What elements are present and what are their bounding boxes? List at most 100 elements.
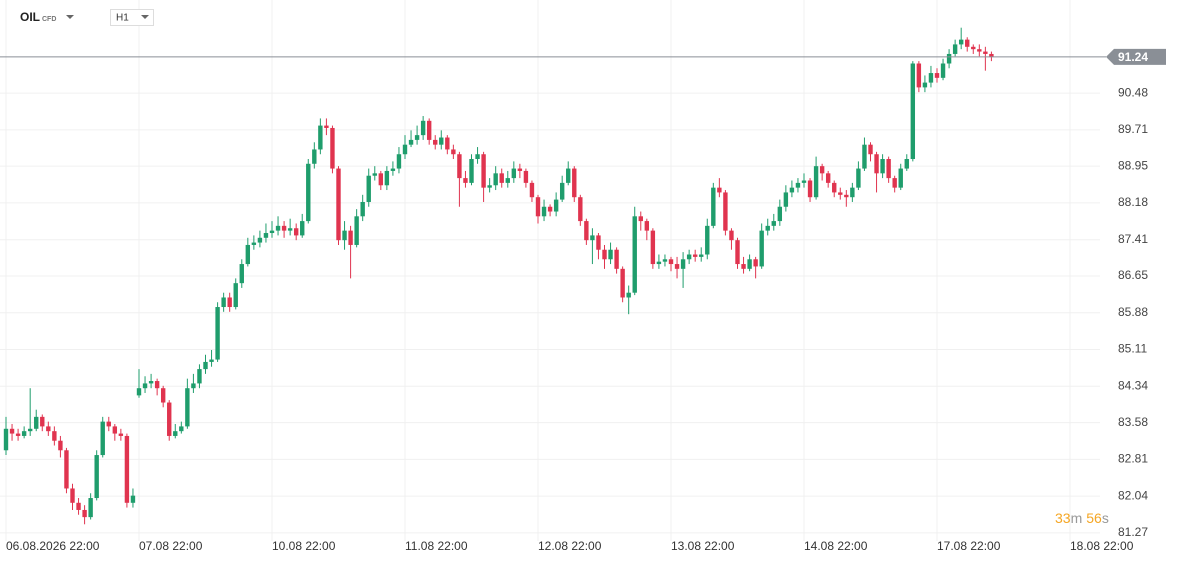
candle-body — [70, 488, 75, 503]
candle-body — [457, 154, 462, 179]
candle-body — [251, 242, 257, 245]
candle-body — [209, 359, 214, 362]
candle-body — [946, 53, 952, 64]
candle-body — [940, 63, 946, 78]
candle-body — [559, 182, 565, 200]
candle-body — [257, 237, 263, 243]
candle-body — [717, 187, 722, 193]
candle-body — [499, 173, 504, 183]
candle-body — [64, 450, 69, 489]
x-tick-label: 07.08 22:00 — [139, 539, 203, 553]
candle-body — [699, 254, 704, 257]
candle-body — [928, 73, 934, 83]
candle-body — [874, 154, 879, 174]
candle-body — [148, 381, 154, 384]
candle-body — [215, 307, 220, 360]
candle-body — [777, 206, 783, 222]
candle-body — [336, 168, 341, 241]
candle-body — [493, 173, 498, 186]
candle-body — [578, 197, 583, 222]
symbol[interactable]: OIL — [20, 10, 40, 24]
candle-body — [76, 502, 81, 510]
interval-dropdown[interactable] — [141, 15, 149, 19]
candle-body — [789, 187, 795, 193]
candle-body — [306, 163, 311, 222]
candle-body — [614, 249, 619, 269]
candle-body — [82, 509, 87, 518]
candle-body — [275, 225, 281, 231]
candle-body — [668, 259, 674, 265]
candle-body — [892, 178, 897, 188]
candle-body — [971, 46, 976, 50]
countdown: 33m 56s — [1055, 510, 1109, 526]
candle-body — [686, 254, 692, 260]
candle-body — [475, 154, 480, 160]
candle-body — [34, 416, 39, 429]
candle-body — [46, 426, 51, 432]
candle-body — [160, 388, 166, 403]
candle-body — [439, 137, 444, 145]
x-tick-label: 14.08 22:00 — [804, 539, 868, 553]
candle-body — [620, 268, 625, 298]
candle-body — [983, 51, 988, 54]
candle-body — [203, 361, 208, 370]
candle-body — [880, 159, 885, 174]
y-tick-label: 82.81 — [1118, 452, 1148, 466]
last-price-tag — [1106, 48, 1166, 65]
candle-body — [958, 39, 964, 45]
candle-body — [638, 216, 643, 222]
candle-body — [886, 159, 891, 179]
candle-body — [390, 168, 396, 171]
candle-body — [541, 206, 547, 217]
x-tick-label: 06.08.2026 22:00 — [6, 539, 100, 553]
candle-body — [765, 225, 770, 231]
candle-body — [239, 264, 244, 284]
grid: 81.27 82.04 82.81 83.58 84.34 85.11 85.88 86.65… — [0, 0, 1148, 553]
candle-body — [844, 194, 849, 198]
candle-body — [650, 230, 656, 265]
candle-body — [632, 216, 637, 293]
candle-body — [173, 431, 178, 436]
candle-body — [185, 388, 190, 427]
candle-body — [523, 170, 529, 183]
candle-body — [463, 178, 468, 183]
candle-body — [662, 259, 668, 262]
candle-body — [711, 187, 716, 226]
candle-body — [233, 283, 238, 308]
candle-body — [487, 185, 492, 188]
candle-body — [366, 175, 371, 202]
candle-body — [300, 221, 305, 236]
candle-body — [680, 259, 686, 269]
candle-body — [445, 137, 450, 150]
candle-body — [27, 428, 33, 432]
candle-body — [529, 182, 535, 198]
x-tick-label: 10.08 22:00 — [272, 539, 336, 553]
candle-body — [426, 120, 432, 140]
y-tick-label: 86.65 — [1118, 268, 1148, 282]
candle-body — [263, 233, 269, 238]
candle-body — [553, 199, 559, 212]
candle-body — [293, 228, 299, 236]
candle-body — [910, 63, 916, 160]
candle-body — [221, 297, 226, 308]
candle-body — [281, 225, 287, 231]
countdown-seconds: 56 — [1086, 510, 1102, 526]
symbol-dropdown[interactable] — [66, 15, 74, 19]
candle-body — [179, 426, 184, 432]
candle-body — [408, 139, 414, 145]
candle-body — [795, 182, 801, 188]
candle-body — [535, 197, 541, 217]
interval[interactable]: H1 — [116, 13, 129, 24]
candle-body — [656, 261, 662, 265]
candle-body — [832, 182, 837, 193]
candle-body — [481, 154, 486, 188]
y-tick-label: 87.41 — [1118, 232, 1148, 246]
candle-body — [753, 259, 758, 267]
candle-body — [813, 166, 819, 198]
candle-body — [735, 240, 740, 265]
y-tick-label: 90.48 — [1118, 85, 1148, 99]
candle-body — [759, 230, 764, 267]
interval-select[interactable] — [110, 9, 154, 26]
candle-body — [118, 433, 124, 436]
